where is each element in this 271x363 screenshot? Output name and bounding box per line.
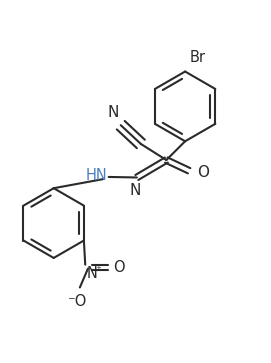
Text: N: N — [108, 105, 119, 120]
Text: ⁺: ⁺ — [95, 265, 101, 276]
Text: ⁻O: ⁻O — [67, 294, 87, 309]
Text: O: O — [113, 260, 124, 275]
Text: O: O — [197, 164, 209, 180]
Text: N: N — [129, 183, 140, 198]
Text: N: N — [86, 266, 97, 281]
Text: Br: Br — [189, 50, 205, 65]
Text: HN: HN — [86, 168, 107, 183]
